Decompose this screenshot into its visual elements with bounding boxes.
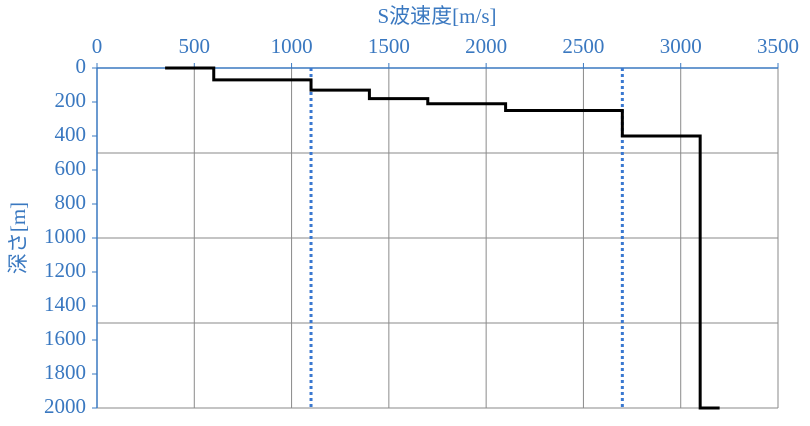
y-tick-label: 400 [55,122,87,146]
y-tick-label: 0 [76,54,87,78]
y-tick-label: 800 [55,190,87,214]
series-line [165,66,720,410]
x-tick-label: 1500 [368,34,410,58]
y-tick-label: 200 [55,88,87,112]
y-tick-label: 600 [55,156,87,180]
x-axis-label: S波速度[m/s] [377,4,496,28]
y-tick-label: 1400 [44,292,86,316]
y-axis-label: 深さ[m] [6,202,30,274]
y-tick-label: 1200 [44,258,86,282]
y-tick-label: 1800 [44,360,86,384]
x-tick-label: 2500 [562,34,604,58]
x-tick-label: 3500 [757,34,799,58]
x-tick-label: 1000 [271,34,313,58]
x-tick-label: 0 [92,34,103,58]
x-tick-label: 2000 [465,34,507,58]
y-tick-label: 1600 [44,326,86,350]
x-tick-label: 3000 [660,34,702,58]
y-tick-label: 2000 [44,394,86,418]
y-tick-label: 1000 [44,224,86,248]
x-tick-label: 500 [179,34,211,58]
